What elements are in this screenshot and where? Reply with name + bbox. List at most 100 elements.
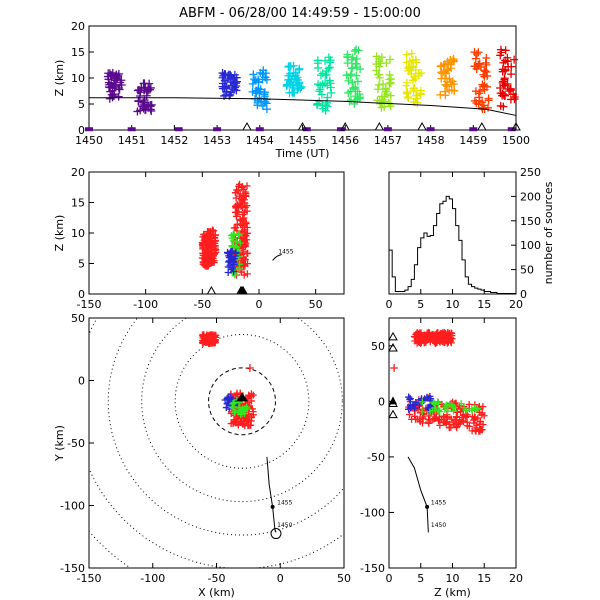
source-mark [405, 411, 413, 419]
track-label: 1450 [431, 522, 446, 529]
y-tick-label: 20 [71, 20, 85, 33]
source-mark [229, 400, 237, 408]
source-mark [236, 192, 244, 200]
source-mark [144, 86, 153, 95]
x-tick-label: 15 [477, 298, 491, 311]
y-tick-label: 0 [520, 288, 527, 301]
source-mark [410, 401, 418, 409]
source-mark [220, 76, 229, 85]
source-mark [145, 85, 154, 94]
source-mark [135, 91, 144, 100]
source-mark [141, 106, 150, 115]
source-mark [139, 104, 148, 113]
source-mark [507, 70, 516, 79]
source-mark [496, 101, 505, 110]
source-mark [439, 330, 447, 338]
source-cluster [410, 328, 456, 348]
source-mark [481, 67, 490, 76]
source-mark [253, 96, 262, 105]
source-mark [282, 82, 291, 91]
y-tick-label: -50 [67, 437, 85, 450]
source-mark [211, 234, 219, 242]
source-mark [209, 255, 217, 263]
x-tick-label: 1454 [246, 134, 274, 147]
y-axis-label: Z (km) [53, 60, 66, 97]
source-mark [435, 415, 443, 423]
x-axis-label: X (km) [198, 586, 235, 599]
source-mark [413, 91, 422, 100]
y-tick-label: -150 [60, 562, 85, 575]
x-tick-label: 1455 [289, 134, 317, 147]
source-mark [231, 208, 239, 216]
source-mark [472, 98, 481, 107]
range-rings [89, 318, 344, 568]
y-tick-label: 0 [78, 288, 85, 301]
y-tick-label: 5 [78, 258, 85, 271]
source-mark [416, 90, 425, 99]
source-mark [480, 81, 489, 90]
x-tick-label: 1452 [160, 134, 188, 147]
ground-stroke-triangle [417, 121, 427, 131]
source-mark [440, 412, 448, 420]
source-mark [210, 242, 218, 250]
x-tick-label: 0 [386, 572, 393, 585]
y-tick-label: -100 [360, 506, 385, 519]
source-mark [496, 89, 505, 98]
source-mark [471, 54, 480, 63]
source-mark [411, 74, 420, 83]
source-mark [241, 407, 249, 415]
source-mark [114, 69, 123, 78]
source-mark [424, 335, 432, 343]
source-mark [230, 261, 238, 269]
source-mark [386, 78, 395, 87]
ground-stroke-triangle [476, 121, 487, 131]
source-mark [107, 71, 116, 80]
source-mark [204, 253, 212, 261]
source-mark [233, 415, 241, 423]
source-mark [503, 80, 512, 89]
source-mark [476, 420, 484, 428]
x-tick-label: 1450 [75, 134, 103, 147]
source-mark [379, 79, 388, 88]
storm-track-line [272, 253, 282, 261]
source-mark [106, 70, 115, 79]
source-mark [444, 66, 453, 75]
x-tick-label: 1456 [331, 134, 359, 147]
storm-track-line [407, 456, 429, 533]
source-mark [432, 339, 440, 347]
source-mark [230, 70, 239, 79]
source-mark [350, 47, 359, 56]
source-mark [323, 93, 332, 102]
source-mark [440, 74, 449, 83]
y-tick-label: -100 [60, 500, 85, 513]
source-mark [229, 231, 237, 239]
source-cluster [402, 49, 425, 107]
source-mark [434, 417, 442, 425]
x-tick-label: 50 [309, 298, 323, 311]
source-mark [203, 258, 211, 266]
source-mark [474, 60, 483, 69]
source-mark [426, 408, 434, 416]
ground-source-mark [302, 127, 311, 132]
source-mark [507, 62, 516, 71]
source-mark [377, 92, 386, 101]
y-tick-label: 0 [378, 395, 385, 408]
source-mark [115, 85, 124, 94]
source-mark [223, 71, 232, 80]
plan-view-panel: -150 -100 -50 0 50 -150 -100 -50 0 50 X (km) Y (km)… [53, 312, 351, 599]
ground-source-mark [174, 127, 183, 132]
y-axis-label: Y (km) [53, 425, 66, 462]
source-mark [248, 79, 257, 88]
source-mark [472, 424, 480, 432]
source-mark [499, 81, 508, 90]
source-mark [285, 69, 294, 78]
source-mark [480, 72, 489, 81]
source-mark [352, 71, 361, 80]
ground-stroke-triangle [388, 409, 398, 419]
source-mark [436, 421, 444, 429]
source-mark [236, 215, 244, 223]
source-mark [503, 57, 512, 66]
source-mark [241, 223, 249, 231]
source-mark [499, 58, 508, 67]
